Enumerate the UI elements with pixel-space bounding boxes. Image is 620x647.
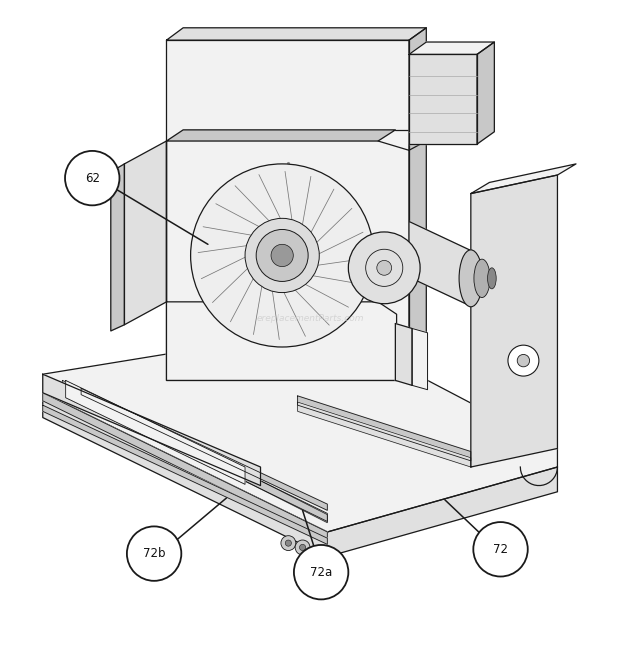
Circle shape <box>281 536 296 551</box>
Polygon shape <box>125 141 167 325</box>
Circle shape <box>294 545 348 599</box>
Circle shape <box>366 249 403 287</box>
Polygon shape <box>43 374 327 521</box>
Circle shape <box>508 345 539 376</box>
Polygon shape <box>471 164 576 193</box>
Polygon shape <box>167 130 396 141</box>
Circle shape <box>517 355 529 367</box>
Text: 72b: 72b <box>143 547 166 560</box>
Polygon shape <box>412 329 428 389</box>
Polygon shape <box>63 380 327 523</box>
Polygon shape <box>167 28 427 40</box>
Text: 72: 72 <box>493 543 508 556</box>
Polygon shape <box>477 42 494 144</box>
Polygon shape <box>298 396 471 461</box>
Polygon shape <box>43 393 557 556</box>
Circle shape <box>285 540 291 546</box>
Polygon shape <box>167 141 409 380</box>
Circle shape <box>127 527 181 581</box>
Polygon shape <box>471 175 557 467</box>
Circle shape <box>65 151 120 205</box>
Circle shape <box>299 544 306 551</box>
Text: 62: 62 <box>85 171 100 184</box>
Polygon shape <box>43 328 557 532</box>
Polygon shape <box>409 54 477 144</box>
Ellipse shape <box>487 268 496 289</box>
Ellipse shape <box>459 250 482 307</box>
Polygon shape <box>298 402 471 467</box>
Polygon shape <box>43 374 260 486</box>
Polygon shape <box>66 380 245 485</box>
Circle shape <box>256 230 308 281</box>
Circle shape <box>377 260 392 275</box>
Text: ereplacementParts.com: ereplacementParts.com <box>256 314 364 323</box>
Circle shape <box>271 245 293 267</box>
Polygon shape <box>396 324 412 386</box>
Polygon shape <box>43 405 327 544</box>
Text: 72a: 72a <box>310 565 332 578</box>
Ellipse shape <box>474 259 490 298</box>
Polygon shape <box>81 388 327 510</box>
Polygon shape <box>111 164 125 331</box>
Polygon shape <box>409 42 494 54</box>
Polygon shape <box>167 40 409 380</box>
Polygon shape <box>43 393 327 540</box>
Circle shape <box>295 540 310 555</box>
Circle shape <box>473 522 528 576</box>
Polygon shape <box>409 28 427 380</box>
Circle shape <box>348 232 420 303</box>
Circle shape <box>190 164 374 347</box>
Polygon shape <box>409 221 471 306</box>
Circle shape <box>245 218 319 292</box>
